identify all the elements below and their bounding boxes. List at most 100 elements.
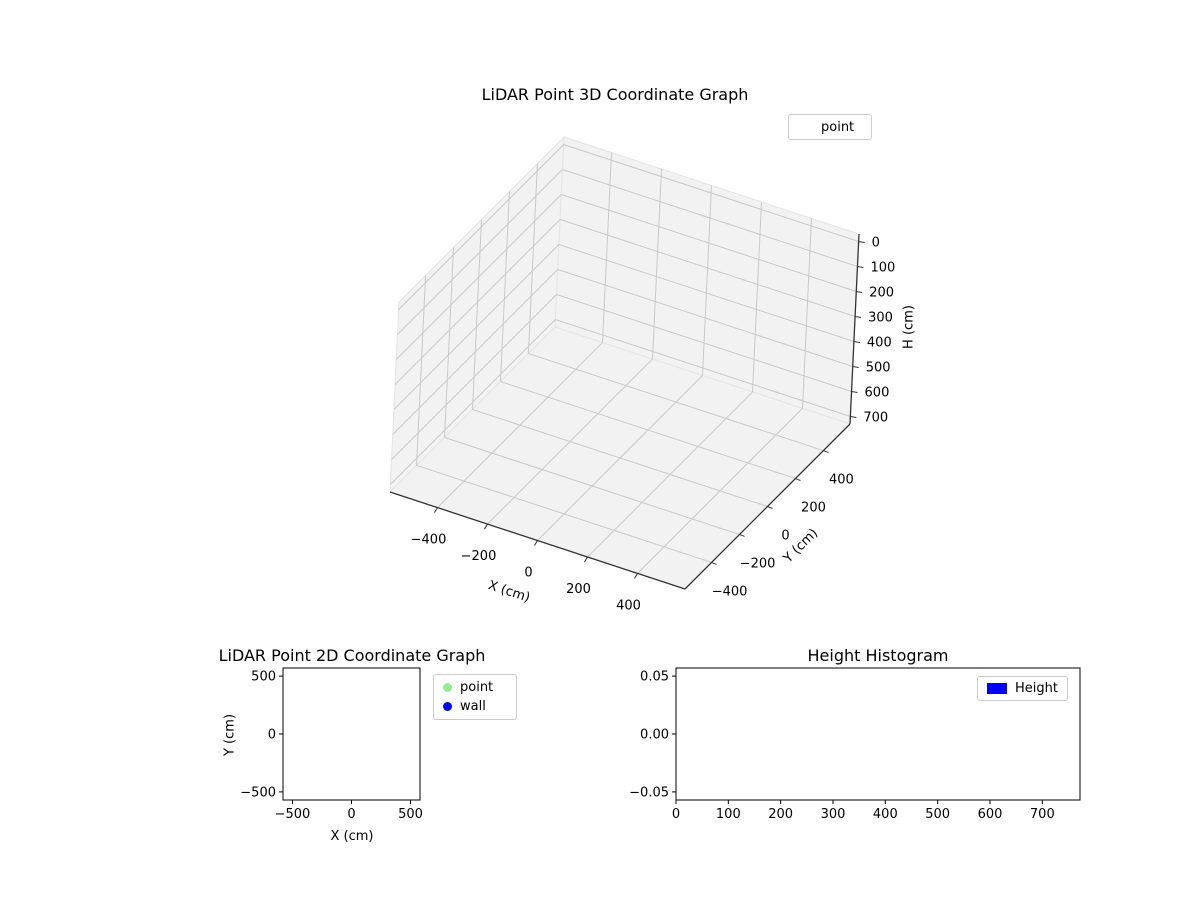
tick-label: 400: [873, 807, 898, 822]
wall-marker-icon: [443, 702, 452, 711]
tick-label: 0: [524, 566, 532, 581]
plot2d-axes: −500 0 500 500 0 −500: [240, 667, 423, 822]
tick-label: 500: [251, 670, 276, 685]
tick-label: 200: [801, 501, 826, 516]
grid-line: [702, 185, 712, 376]
plot3d-legend: point: [788, 114, 872, 140]
z-axis-line: [849, 233, 860, 425]
tick-mark: [857, 266, 864, 268]
plot2d-ylabel: Y (cm): [222, 713, 238, 757]
tick-mark: [853, 341, 860, 343]
tick-label: 0: [347, 807, 355, 822]
grid-line: [528, 353, 824, 452]
tick-label: 0: [872, 236, 880, 251]
grid-line: [652, 169, 662, 360]
legend-label-wall: wall: [460, 699, 486, 714]
grid-line: [394, 219, 561, 385]
tick-label: −500: [240, 785, 276, 800]
grid-line: [563, 144, 859, 242]
grid-line: [390, 319, 556, 485]
grid-line: [395, 194, 562, 360]
grid-line: [392, 269, 559, 435]
tick-label: −400: [411, 533, 447, 548]
tick-mark: [850, 416, 857, 418]
grid-line: [444, 436, 740, 535]
tick-label: −0.05: [629, 785, 669, 800]
grid-line: [527, 163, 538, 354]
tick-mark: [767, 506, 773, 509]
tick-label: 600: [978, 807, 1003, 822]
grid-line: [391, 294, 557, 460]
grid-line: [398, 144, 564, 310]
tick-mark: [856, 291, 863, 293]
legend-label-height: Height: [1015, 681, 1058, 696]
grid-line: [555, 319, 851, 417]
tick-label: 300: [868, 311, 893, 326]
legend-row-point: point: [434, 678, 516, 697]
tick-mark: [434, 507, 438, 513]
grid-line: [557, 269, 853, 367]
grid-line: [416, 464, 712, 563]
tick-label: −200: [461, 549, 497, 564]
tick-label: 400: [829, 473, 854, 488]
tick-mark: [711, 561, 717, 565]
grid-line: [499, 191, 510, 382]
grid-line: [752, 201, 762, 392]
grid-line: [393, 244, 560, 410]
plot3d-axes: −400−2000200400−400−20002004000100200300…: [389, 135, 895, 613]
tick-label: 400: [616, 598, 641, 613]
grid-line: [559, 219, 856, 317]
tick-mark: [634, 573, 638, 579]
tick-label: 700: [1030, 807, 1055, 822]
tick-label: 300: [821, 807, 846, 822]
tick-label: 500: [398, 807, 423, 822]
tick-label: −500: [275, 807, 311, 822]
plot2d-xlabel: X (cm): [330, 829, 374, 844]
grid-line: [602, 152, 612, 343]
grid-line: [562, 169, 858, 267]
grid-line: [472, 409, 768, 507]
tick-label: 600: [865, 386, 890, 401]
tick-mark: [534, 540, 538, 546]
grid-line: [416, 275, 427, 466]
tick-label: 0.05: [640, 670, 669, 685]
tick-label: −400: [712, 584, 748, 599]
tick-mark: [795, 478, 801, 481]
tick-mark: [823, 450, 829, 454]
grid-line: [500, 381, 796, 480]
tick-label: 200: [869, 286, 894, 301]
tick-mark: [851, 391, 858, 393]
plot3d-title: LiDAR Point 3D Coordinate Graph: [481, 85, 749, 104]
histogram-title: Height Histogram: [807, 646, 949, 665]
grid-line: [444, 247, 455, 438]
plot3d-zlabel: H (cm): [901, 305, 917, 349]
tick-label: 0.00: [640, 728, 669, 743]
tick-mark: [584, 556, 588, 563]
tick-label: 200: [768, 807, 793, 822]
height-swatch-icon: [987, 683, 1007, 694]
tick-label: 0: [268, 728, 276, 743]
legend-label-point: point: [821, 119, 855, 135]
axes-frame: [282, 667, 421, 801]
legend-marker-empty: [797, 122, 821, 132]
tick-mark: [739, 534, 745, 537]
tick-label: 400: [867, 336, 892, 351]
legend-label-point: point: [460, 680, 494, 695]
tick-mark: [484, 523, 488, 530]
tick-mark: [855, 316, 862, 318]
tick-label: 100: [716, 807, 741, 822]
grid-line: [472, 219, 482, 410]
histogram-legend: Height: [977, 676, 1068, 701]
tick-label: 100: [870, 261, 895, 276]
grid-line: [558, 244, 855, 342]
legend-row-wall: wall: [434, 697, 516, 716]
tick-label: 0: [781, 529, 789, 544]
plot2d-title: LiDAR Point 2D Coordinate Graph: [218, 646, 486, 665]
plot2d-legend: point wall: [433, 674, 517, 720]
point-marker-icon: [443, 683, 452, 692]
grid-line: [561, 194, 857, 292]
tick-label: 500: [866, 361, 891, 376]
tick-mark: [858, 241, 865, 243]
tick-label: −200: [740, 556, 776, 571]
